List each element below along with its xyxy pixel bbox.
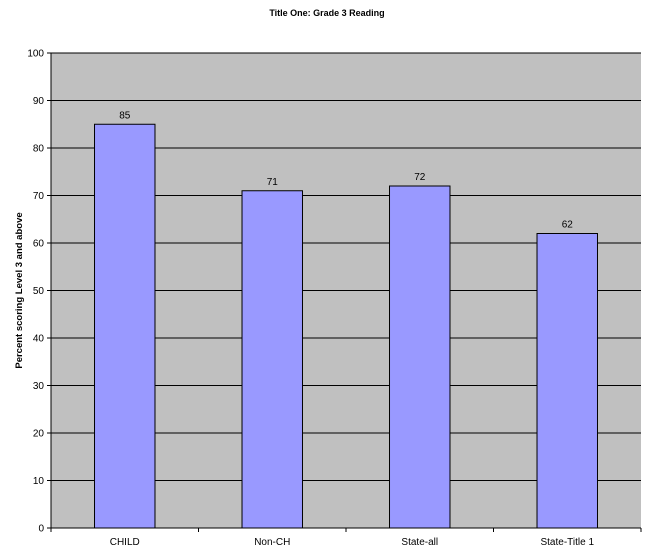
y-tick-label: 100 — [27, 49, 44, 60]
y-tick-label: 90 — [33, 96, 45, 107]
data-label: 85 — [119, 110, 131, 121]
y-tick-label: 50 — [33, 286, 45, 297]
bar-state-title-1 — [536, 233, 598, 529]
y-tick-label: 60 — [33, 239, 45, 250]
y-axis-label: Percent scoring Level 3 and above — [14, 212, 25, 368]
y-tick-label: 30 — [33, 381, 45, 392]
data-label: 72 — [414, 172, 426, 183]
y-tick-label: 40 — [33, 334, 45, 345]
x-tick-label: CHILD — [110, 537, 140, 548]
bar-non-ch — [241, 190, 303, 529]
x-tick-label: State-all — [401, 537, 438, 548]
data-label: 62 — [562, 220, 574, 231]
y-tick-label: 80 — [33, 144, 45, 155]
x-tick-label: State-Title 1 — [540, 537, 594, 548]
chart-title: Title One: Grade 3 Reading — [269, 8, 384, 18]
x-tick-label: Non-CH — [254, 537, 290, 548]
y-tick-label: 20 — [33, 429, 45, 440]
bar-child — [94, 123, 156, 529]
y-tick-label: 70 — [33, 191, 45, 202]
y-tick-label: 0 — [38, 524, 44, 535]
data-label: 71 — [267, 177, 279, 188]
plot-area: 85 71 72 62 0 10 20 30 40 50 60 70 80 90 100 CHILD Non-C… — [27, 49, 642, 548]
y-tick-label: 10 — [33, 476, 45, 487]
bar-state-all — [389, 185, 451, 529]
